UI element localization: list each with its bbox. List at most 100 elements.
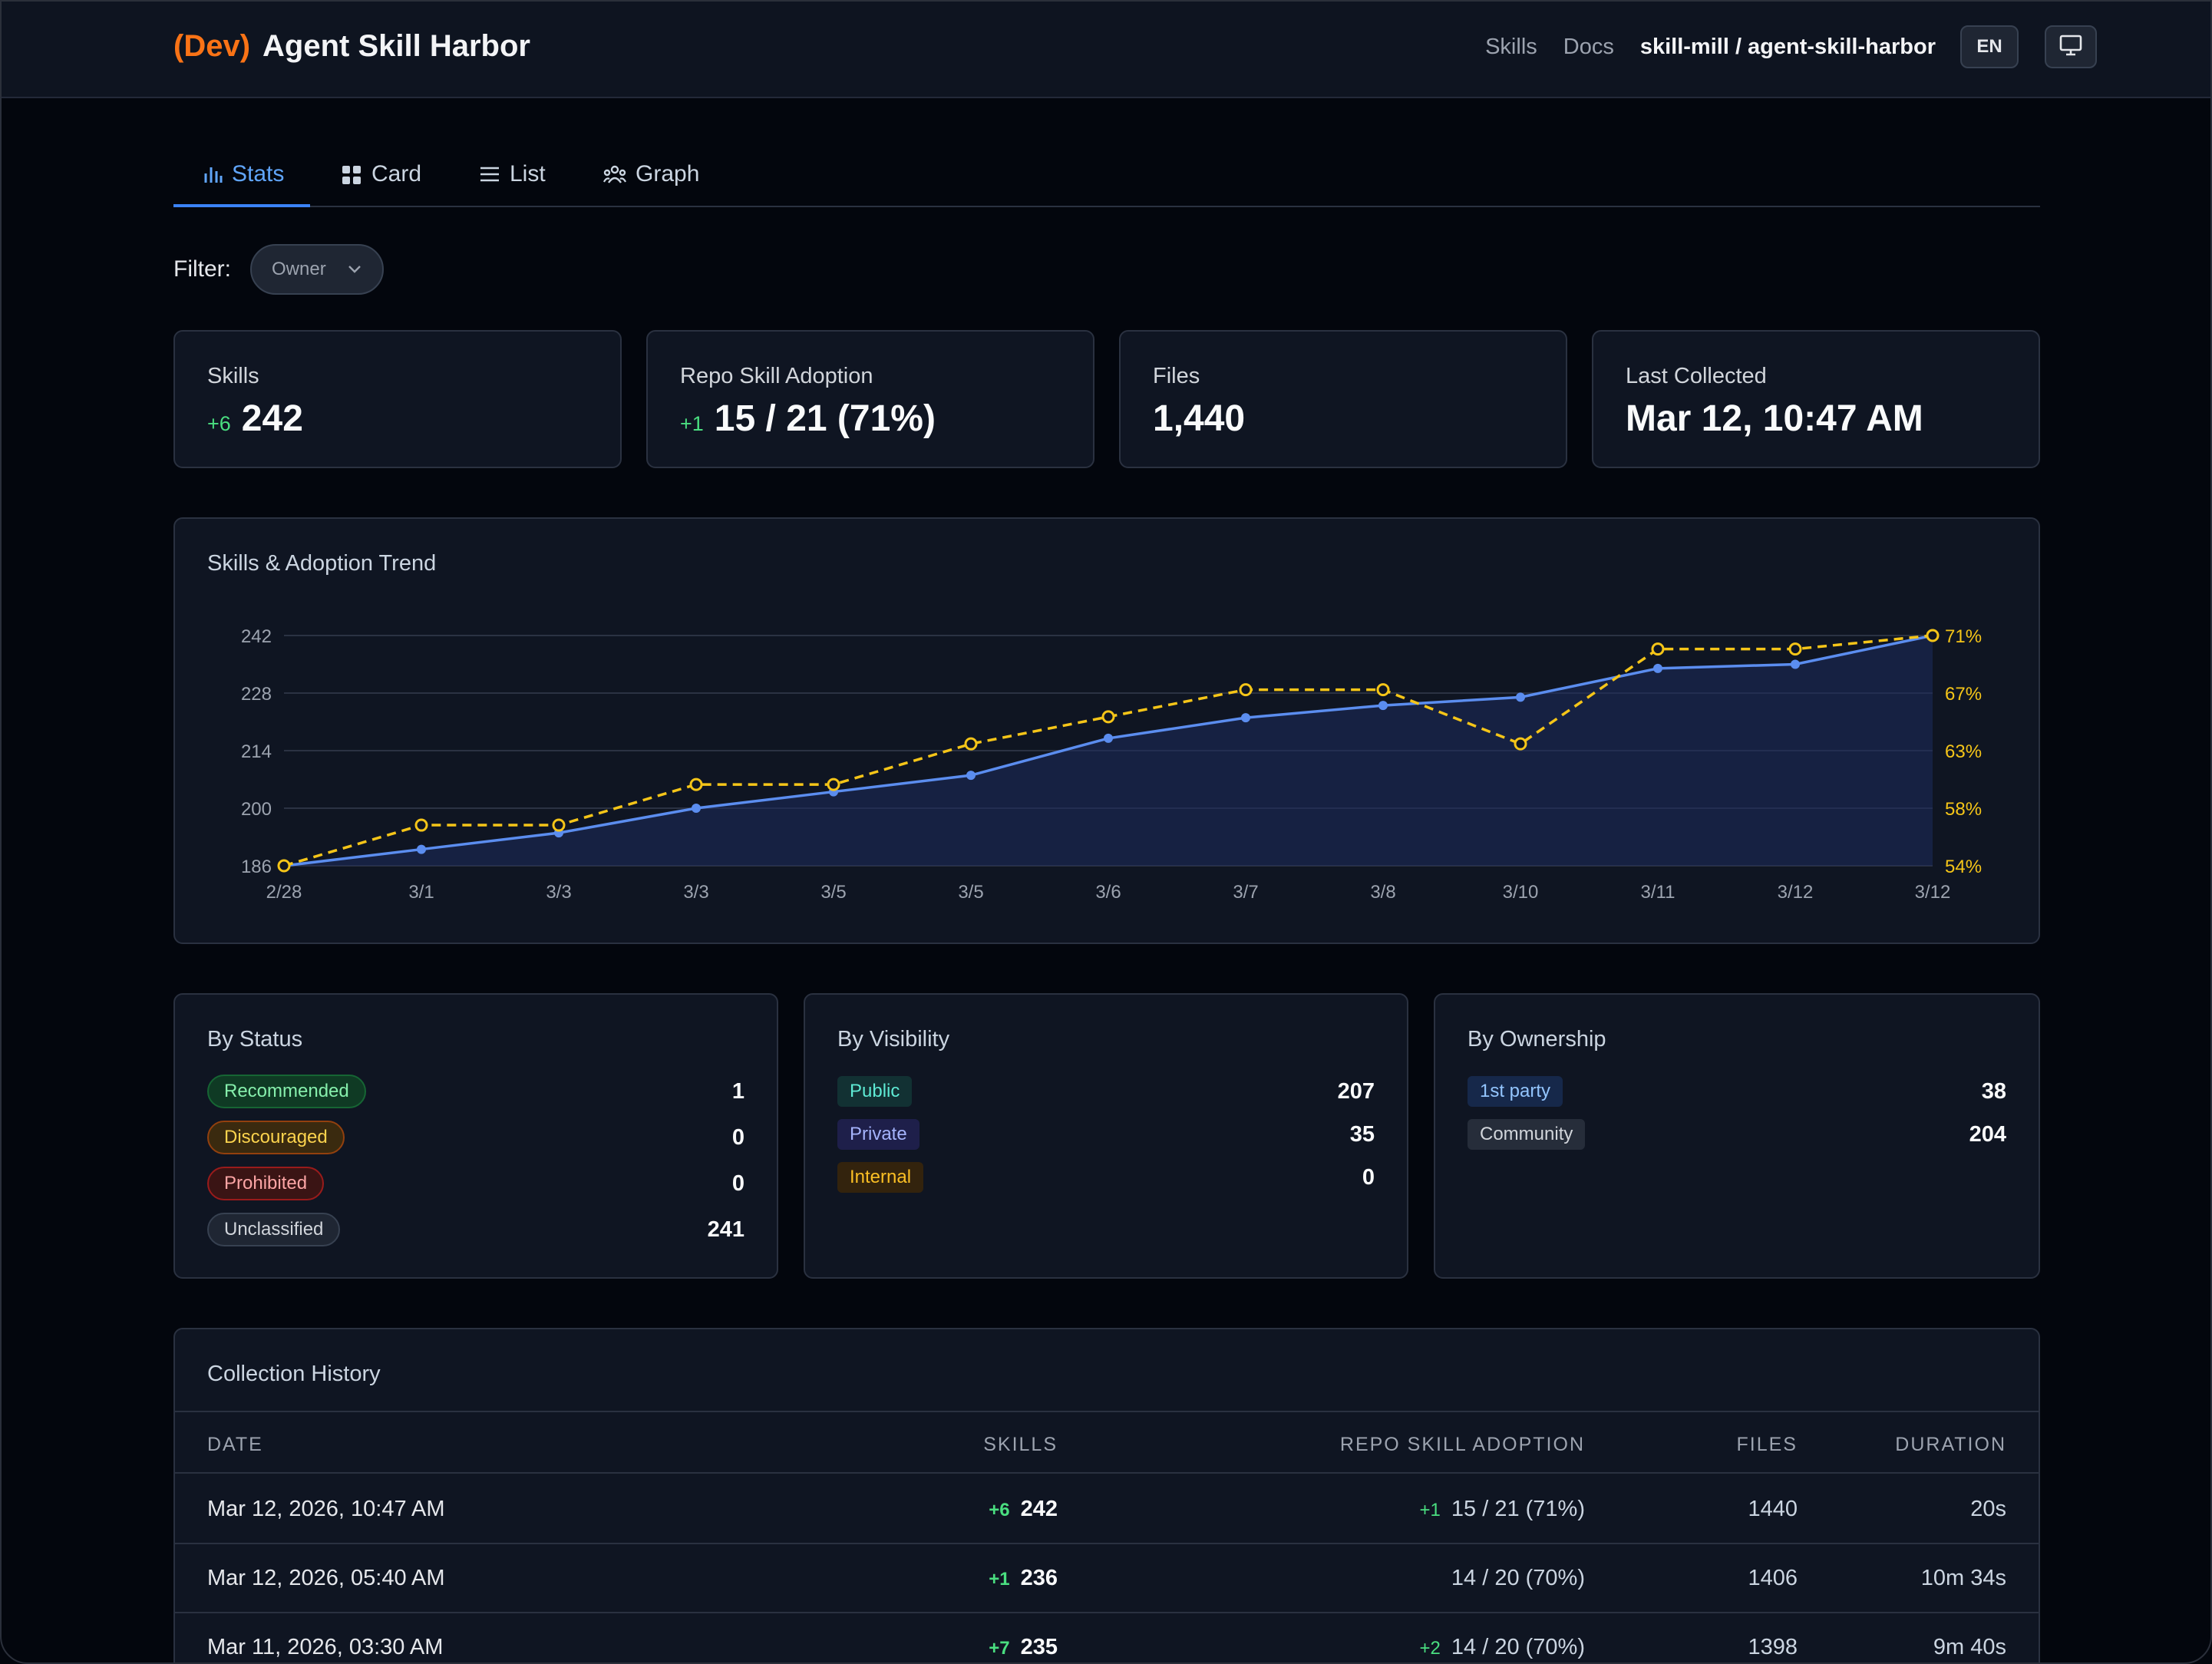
by-status-badge[interactable]: Prohibited bbox=[207, 1167, 325, 1200]
by-ownership-card: By Ownership 1st party 38 Community 204 bbox=[1434, 993, 2040, 1279]
adoption-point bbox=[1788, 642, 1802, 656]
kpi-last-collected-card: Last Collected Mar 12, 10:47 AM bbox=[1592, 330, 2040, 468]
top-bar: (Dev) Agent Skill Harbor Skills Docs skil… bbox=[2, 2, 2210, 98]
col-duration[interactable]: DURATION bbox=[1895, 1434, 2006, 1455]
y-left-tick-label: 242 bbox=[241, 626, 272, 647]
language-button[interactable]: EN bbox=[1960, 25, 2019, 68]
by-visibility-badge[interactable]: Private bbox=[837, 1119, 919, 1150]
adoption-point bbox=[552, 818, 566, 832]
kpi-skills-value-row: +6 242 bbox=[207, 398, 303, 440]
by-ownership-row: 1st party 38 bbox=[1468, 1075, 2006, 1108]
row-date: Mar 12, 2026, 05:40 AM bbox=[207, 1566, 445, 1590]
table-row[interactable]: Mar 12, 2026, 05:40 AM +1 236 14 / 20 (70%)… bbox=[175, 1544, 2039, 1613]
y-left-tick-label: 214 bbox=[241, 741, 272, 762]
trend-chart-card: Skills & Adoption Trend 242 228 214 200 186 7… bbox=[173, 517, 2040, 944]
row-skills: +6 242 bbox=[989, 1497, 1058, 1522]
x-tick-label: 3/7 bbox=[1233, 882, 1258, 903]
col-adoption[interactable]: REPO SKILL ADOPTION bbox=[1339, 1434, 1585, 1455]
row-files: 1406 bbox=[1748, 1566, 1798, 1590]
tab-stats[interactable]: Stats bbox=[173, 161, 310, 207]
history-table-header: DATE SKILLS REPO SKILL ADOPTION FILES DU… bbox=[175, 1411, 2039, 1474]
brand[interactable]: (Dev) Agent Skill Harbor bbox=[173, 29, 530, 64]
x-tick-label: 3/8 bbox=[1370, 882, 1395, 903]
by-status-row: Discouraged 0 bbox=[207, 1121, 744, 1154]
tab-card-label: Card bbox=[371, 161, 422, 187]
by-status-count: 0 bbox=[731, 1124, 744, 1150]
by-status-badge[interactable]: Unclassified bbox=[207, 1213, 341, 1246]
skills-point bbox=[1104, 733, 1113, 743]
y-right-tick-label: 58% bbox=[1945, 799, 1982, 820]
row-skills-value: 242 bbox=[1020, 1497, 1058, 1521]
row-duration: 9m 40s bbox=[1933, 1635, 2006, 1659]
kpi-adoption-card: Repo Skill Adoption +1 15 / 21 (71%) bbox=[646, 330, 1094, 468]
by-visibility-badge[interactable]: Internal bbox=[837, 1162, 924, 1193]
table-row[interactable]: Mar 12, 2026, 10:47 AM +6 242 +1 15 / 21 (71… bbox=[175, 1475, 2039, 1544]
kpi-skills-delta: +6 bbox=[207, 412, 231, 435]
collection-history-title: Collection History bbox=[207, 1362, 381, 1386]
by-status-count: 241 bbox=[707, 1217, 744, 1242]
nav-docs-link[interactable]: Docs bbox=[1563, 34, 1614, 59]
x-tick-label: 3/12 bbox=[1778, 882, 1814, 903]
kpi-skills-value: 242 bbox=[241, 398, 303, 439]
by-ownership-row: Community 204 bbox=[1468, 1118, 2006, 1151]
by-visibility-count: 0 bbox=[1362, 1164, 1375, 1190]
col-files[interactable]: FILES bbox=[1736, 1434, 1798, 1455]
kpi-last-collected-value: Mar 12, 10:47 AM bbox=[1626, 398, 1923, 439]
x-tick-label: 3/1 bbox=[408, 882, 434, 903]
adoption-point bbox=[1514, 737, 1527, 751]
skills-point bbox=[692, 804, 701, 813]
y-right-tick-label: 54% bbox=[1945, 857, 1982, 877]
by-ownership-count: 204 bbox=[1969, 1121, 2006, 1147]
adoption-point bbox=[414, 818, 428, 832]
display-mode-button[interactable] bbox=[2045, 25, 2097, 68]
graph-icon bbox=[603, 161, 636, 190]
y-right-tick-label: 67% bbox=[1945, 684, 1982, 705]
adoption-point bbox=[1926, 629, 1940, 642]
adoption-point bbox=[827, 778, 840, 791]
by-visibility-card: By Visibility Public 207 Private 35 Internal… bbox=[804, 993, 1408, 1279]
col-date[interactable]: DATE bbox=[207, 1434, 263, 1455]
row-adoption-value: 15 / 21 (71%) bbox=[1451, 1497, 1585, 1521]
tab-graph[interactable]: Graph bbox=[603, 161, 699, 207]
by-visibility-row: Private 35 bbox=[837, 1118, 1375, 1151]
by-status-row: Prohibited 0 bbox=[207, 1167, 744, 1200]
by-status-badge[interactable]: Recommended bbox=[207, 1075, 366, 1108]
app-name: Agent Skill Harbor bbox=[262, 29, 530, 63]
x-tick-label: 3/12 bbox=[1915, 882, 1951, 903]
kpi-files-value: 1,440 bbox=[1153, 398, 1246, 439]
repo-link[interactable]: skill-mill / agent-skill-harbor bbox=[1639, 34, 1936, 59]
skills-point bbox=[1378, 701, 1388, 711]
row-duration: 20s bbox=[1970, 1497, 2006, 1521]
row-skills: +1 236 bbox=[989, 1566, 1058, 1591]
filter-label: Filter: bbox=[173, 256, 231, 282]
skills-point bbox=[417, 844, 426, 854]
skills-point bbox=[1791, 659, 1800, 669]
x-tick-label: 3/10 bbox=[1503, 882, 1539, 903]
table-row[interactable]: Mar 11, 2026, 03:30 AM +7 235 +2 14 / 20 (70… bbox=[175, 1613, 2039, 1662]
by-status-card: By Status Recommended 1 Discouraged 0 Prohib… bbox=[173, 993, 778, 1279]
y-right-tick-label: 63% bbox=[1945, 741, 1982, 762]
by-status-row: Unclassified 241 bbox=[207, 1213, 744, 1246]
by-ownership-badge[interactable]: Community bbox=[1468, 1119, 1586, 1150]
row-skills-delta: +1 bbox=[989, 1569, 1010, 1590]
x-tick-label: 3/3 bbox=[546, 882, 571, 903]
tab-card[interactable]: Card bbox=[341, 161, 421, 207]
nav-skills-link[interactable]: Skills bbox=[1485, 34, 1537, 59]
row-skills-value: 236 bbox=[1020, 1566, 1058, 1590]
by-status-badge[interactable]: Discouraged bbox=[207, 1121, 345, 1154]
kpi-skills-card: Skills +6 242 bbox=[173, 330, 622, 468]
by-visibility-row: Public 207 bbox=[837, 1075, 1375, 1108]
adoption-point bbox=[964, 737, 978, 751]
by-visibility-badge[interactable]: Public bbox=[837, 1076, 913, 1107]
tab-list[interactable]: List bbox=[479, 161, 546, 207]
owner-filter-value: Owner bbox=[272, 259, 326, 279]
by-status-row: Recommended 1 bbox=[207, 1075, 744, 1108]
collection-history-card: Collection History DATE SKILLS REPO SKIL… bbox=[173, 1328, 2040, 1662]
x-tick-label: 3/3 bbox=[683, 882, 708, 903]
col-skills[interactable]: SKILLS bbox=[983, 1434, 1058, 1455]
by-ownership-badge[interactable]: 1st party bbox=[1468, 1076, 1563, 1107]
row-date: Mar 12, 2026, 10:47 AM bbox=[207, 1497, 445, 1521]
owner-filter-dropdown[interactable]: Owner bbox=[250, 244, 384, 295]
row-date: Mar 11, 2026, 03:30 AM bbox=[207, 1635, 444, 1659]
